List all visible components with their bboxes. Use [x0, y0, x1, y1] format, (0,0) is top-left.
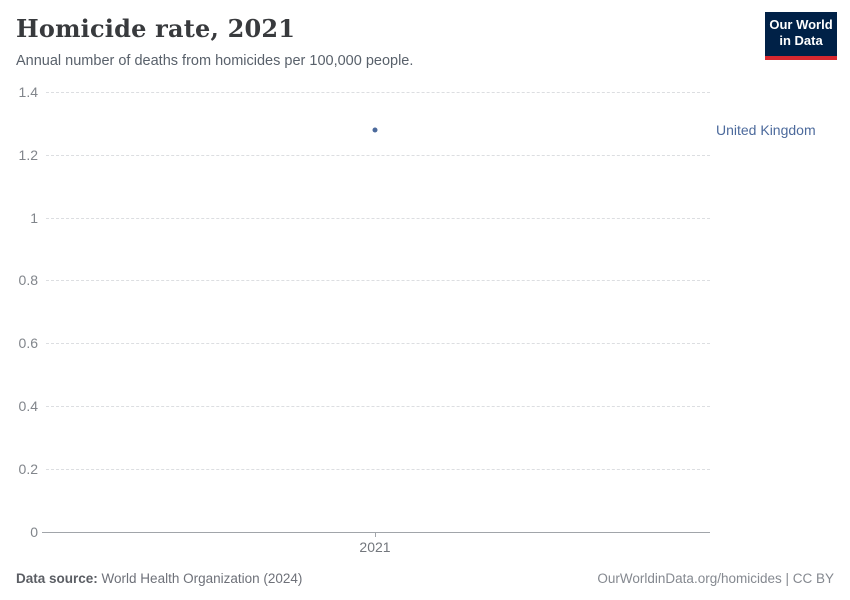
data-point-united-kingdom[interactable] — [372, 127, 378, 133]
y-axis-tick-label: 0.8 — [18, 272, 38, 289]
page-title: Homicide rate, 2021 — [16, 14, 296, 43]
gridline — [46, 92, 710, 93]
gridline — [46, 280, 710, 282]
attribution: OurWorldinData.org/homicides | CC BY — [597, 571, 834, 586]
y-axis-tick-label: 1.2 — [18, 146, 38, 163]
y-axis-tick-label: 0.6 — [18, 335, 38, 352]
data-source-value: World Health Organization (2024) — [101, 571, 303, 586]
gridline — [46, 468, 710, 470]
data-source: Data source: World Health Organization (… — [16, 571, 302, 586]
data-source-label: Data source: — [16, 571, 98, 586]
x-axis-line — [42, 531, 710, 533]
series-label-united-kingdom[interactable]: United Kingdom — [716, 121, 816, 138]
gridline — [46, 343, 710, 345]
y-axis-tick-label: 0.4 — [18, 397, 38, 414]
owid-logo-line2: in Data — [779, 33, 823, 49]
x-axis-tick — [375, 531, 376, 537]
chart-subtitle: Annual number of deaths from homicides p… — [16, 53, 414, 69]
gridline — [46, 405, 710, 407]
gridline — [46, 217, 710, 219]
y-axis-tick-label: 1 — [30, 209, 38, 226]
x-axis-tick-label: 2021 — [359, 538, 391, 555]
y-axis-tick-label: 1.4 — [18, 84, 38, 100]
y-axis-tick-label: 0 — [30, 523, 38, 540]
gridline — [46, 154, 710, 156]
y-axis-tick-label: 0.2 — [18, 460, 38, 477]
owid-logo[interactable]: Our World in Data — [765, 12, 837, 60]
owid-logo-line1: Our World — [769, 17, 833, 32]
